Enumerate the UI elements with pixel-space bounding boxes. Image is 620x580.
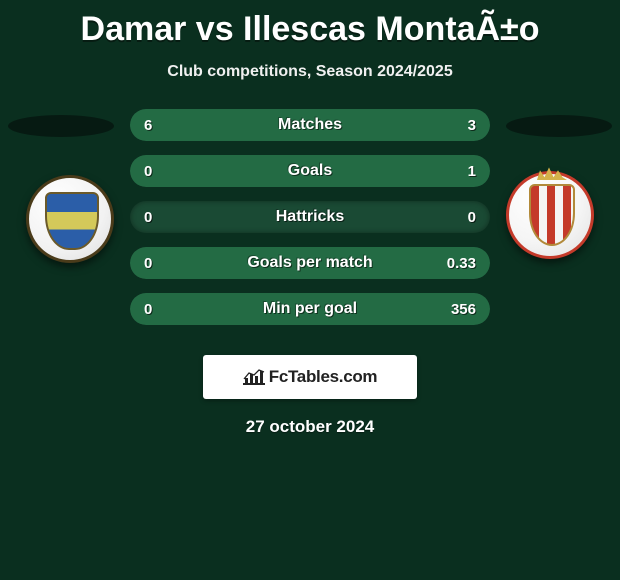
shadow-right xyxy=(506,115,612,137)
chart-icon xyxy=(243,368,265,386)
stat-value-right: 3 xyxy=(468,117,476,134)
subtitle: Club competitions, Season 2024/2025 xyxy=(0,63,620,81)
stat-label: Matches xyxy=(278,116,342,134)
stat-value-left: 0 xyxy=(144,163,152,180)
crest-left-shield-icon xyxy=(45,192,99,250)
brand-badge: FcTables.com xyxy=(203,355,417,399)
stat-label: Hattricks xyxy=(276,208,344,226)
stat-row: 0 Goals per match 0.33 xyxy=(130,247,490,279)
stats-list: 6 Matches 3 0 Goals 1 0 Hattricks 0 0 Goals per ma… xyxy=(130,109,490,325)
stat-label: Goals per match xyxy=(247,254,372,272)
team-crest-left xyxy=(26,175,114,263)
stat-value-left: 0 xyxy=(144,301,152,318)
shadow-left xyxy=(8,115,114,137)
stat-value-left: 0 xyxy=(144,255,152,272)
stat-value-left: 6 xyxy=(144,117,152,134)
team-crest-right xyxy=(506,171,594,259)
page-title: Damar vs Illescas MontaÃ±o xyxy=(0,0,620,49)
stat-value-right: 0.33 xyxy=(447,255,476,272)
stat-value-right: 356 xyxy=(451,301,476,318)
date-label: 27 october 2024 xyxy=(0,417,620,437)
stat-label: Min per goal xyxy=(263,300,357,318)
stat-value-left: 0 xyxy=(144,209,152,226)
brand-text: FcTables.com xyxy=(269,367,378,387)
stat-label: Goals xyxy=(288,162,332,180)
crest-right-crown-icon xyxy=(537,166,567,180)
stat-row: 0 Min per goal 356 xyxy=(130,293,490,325)
stat-row: 0 Goals 1 xyxy=(130,155,490,187)
stat-row: 0 Hattricks 0 xyxy=(130,201,490,233)
stat-value-right: 1 xyxy=(468,163,476,180)
crest-right-shield-icon xyxy=(529,184,575,246)
stat-row: 6 Matches 3 xyxy=(130,109,490,141)
stat-value-right: 0 xyxy=(468,209,476,226)
